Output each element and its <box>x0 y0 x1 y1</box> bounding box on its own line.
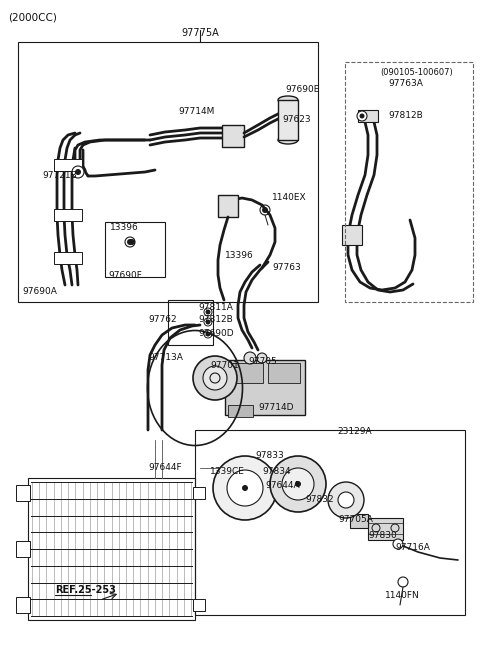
Text: 97623: 97623 <box>282 115 311 125</box>
Bar <box>195 430 465 615</box>
Text: 97705: 97705 <box>248 358 277 367</box>
Bar <box>54 252 82 264</box>
Text: 97812B: 97812B <box>198 316 233 325</box>
Circle shape <box>127 239 133 245</box>
Text: 97714D: 97714D <box>258 403 293 413</box>
Text: 97763A: 97763A <box>388 79 423 89</box>
Bar <box>105 222 165 277</box>
Bar <box>16 485 30 501</box>
Bar <box>225 360 305 415</box>
Circle shape <box>129 239 135 245</box>
Bar <box>222 125 244 147</box>
Bar <box>368 518 403 540</box>
Text: 97701: 97701 <box>210 361 239 369</box>
Bar <box>350 514 368 528</box>
Circle shape <box>270 456 326 512</box>
Ellipse shape <box>278 96 298 104</box>
Ellipse shape <box>278 136 298 144</box>
Text: 97714M: 97714M <box>178 108 215 117</box>
Circle shape <box>205 331 211 337</box>
Circle shape <box>205 319 211 325</box>
Circle shape <box>213 456 277 520</box>
Text: 97690F: 97690F <box>108 272 142 281</box>
Circle shape <box>357 111 367 121</box>
Text: 97705A: 97705A <box>338 516 373 525</box>
Text: 97833: 97833 <box>255 451 284 459</box>
Bar <box>193 487 205 499</box>
Text: 13396: 13396 <box>225 251 254 260</box>
Bar <box>18 42 318 302</box>
Circle shape <box>257 353 267 363</box>
Text: 97690D: 97690D <box>198 329 234 337</box>
Text: 97763: 97763 <box>272 264 301 272</box>
Bar <box>168 300 213 345</box>
Circle shape <box>72 166 84 178</box>
Text: 23129A: 23129A <box>338 428 372 436</box>
Circle shape <box>295 481 301 487</box>
Bar <box>228 363 263 383</box>
Circle shape <box>227 470 263 506</box>
Circle shape <box>328 482 364 518</box>
Circle shape <box>393 539 403 549</box>
Bar <box>16 597 30 613</box>
Text: 1140EX: 1140EX <box>272 194 307 203</box>
Bar <box>193 599 205 611</box>
Text: 97812B: 97812B <box>388 110 423 119</box>
Text: 13396: 13396 <box>110 224 139 232</box>
Circle shape <box>193 356 237 400</box>
Circle shape <box>360 113 364 119</box>
Text: 97721B: 97721B <box>42 171 77 180</box>
Text: 97830: 97830 <box>368 531 397 541</box>
Text: 97811A: 97811A <box>198 304 233 312</box>
Bar <box>228 405 253 417</box>
Bar <box>345 62 473 302</box>
Text: (090105-100607): (090105-100607) <box>380 68 453 77</box>
Circle shape <box>242 485 248 491</box>
Text: 1339CE: 1339CE <box>210 468 245 476</box>
Text: 1140FN: 1140FN <box>385 590 420 600</box>
Text: 97834: 97834 <box>262 468 290 476</box>
Circle shape <box>75 169 81 175</box>
Bar <box>342 225 362 245</box>
Text: 97832: 97832 <box>305 495 334 504</box>
Circle shape <box>282 468 314 500</box>
Text: 97713A: 97713A <box>148 354 183 363</box>
Bar <box>54 159 82 171</box>
Text: 97644A: 97644A <box>265 482 300 491</box>
Text: 97775A: 97775A <box>181 28 219 38</box>
Text: 97644F: 97644F <box>148 464 181 472</box>
Bar <box>278 100 298 140</box>
Bar <box>218 195 238 217</box>
Bar <box>28 478 195 620</box>
Text: 97762: 97762 <box>148 316 177 325</box>
Text: 97690E: 97690E <box>285 85 319 94</box>
Circle shape <box>244 352 256 364</box>
Bar <box>268 363 300 383</box>
Text: 97716A: 97716A <box>395 544 430 552</box>
Bar <box>358 110 378 122</box>
Circle shape <box>262 207 268 213</box>
Bar <box>16 541 30 557</box>
Text: 97690A: 97690A <box>22 287 57 297</box>
Bar <box>54 209 82 221</box>
Circle shape <box>203 366 227 390</box>
Circle shape <box>205 310 211 314</box>
Text: (2000CC): (2000CC) <box>8 12 57 22</box>
Text: REF.25-253: REF.25-253 <box>55 585 116 595</box>
Circle shape <box>338 492 354 508</box>
